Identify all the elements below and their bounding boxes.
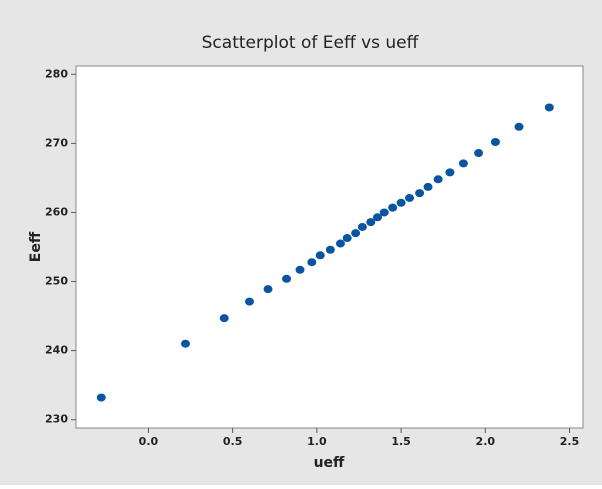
point [388, 203, 398, 212]
point [514, 122, 524, 131]
point [342, 234, 352, 243]
point [458, 159, 468, 168]
x-tick-label: 2.5 [560, 435, 580, 448]
point [180, 339, 190, 348]
point [282, 274, 292, 283]
point [490, 137, 500, 146]
point [366, 218, 376, 227]
point [295, 265, 305, 274]
point [405, 193, 415, 202]
point [445, 168, 455, 177]
y-tick-label: 230 [45, 413, 68, 426]
chart-title: Scatterplot of Eeff vs ueff [202, 33, 420, 53]
x-tick-label: 0.5 [223, 435, 243, 448]
point [325, 245, 335, 254]
x-tick-label: 1.0 [307, 435, 327, 448]
x-tick-label: 2.0 [476, 435, 496, 448]
x-tick-label: 1.5 [391, 435, 411, 448]
y-axis-label: Eeff [28, 231, 44, 262]
point [219, 314, 229, 323]
point [357, 222, 367, 231]
point [351, 229, 361, 238]
point [423, 182, 433, 191]
y-tick-label: 260 [45, 205, 68, 218]
point [373, 213, 383, 222]
point [96, 393, 106, 402]
point [474, 149, 484, 158]
y-tick-label: 240 [45, 344, 68, 357]
point [415, 189, 425, 198]
point [263, 285, 273, 294]
point [244, 297, 254, 306]
x-axis-label: ueff [314, 455, 345, 471]
point [379, 208, 389, 217]
y-tick-label: 270 [45, 136, 68, 149]
point [433, 175, 443, 184]
x-tick-label: 0.0 [139, 435, 159, 448]
point [544, 103, 554, 112]
y-tick-label: 280 [45, 67, 68, 80]
point [315, 251, 325, 260]
y-tick-label: 250 [45, 275, 68, 288]
point [396, 198, 406, 207]
point [335, 239, 345, 248]
point [307, 258, 317, 267]
